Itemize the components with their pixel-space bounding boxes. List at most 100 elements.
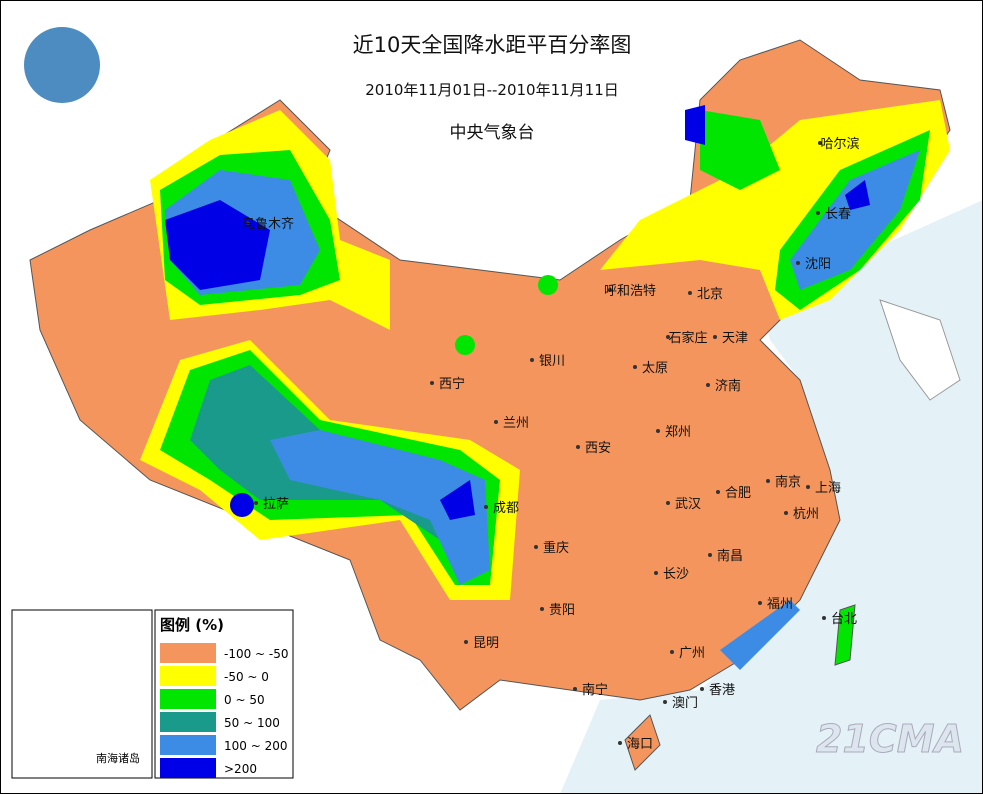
city-dot [816,211,820,215]
region [538,275,558,295]
city-label: 北京 [697,287,723,302]
city-dot [666,501,670,505]
city-dot [608,288,612,292]
city-label: 福州 [767,597,793,612]
date-range: 2010年11月01日--2010年11月11日 [365,81,619,99]
city-dot [464,640,468,644]
city-dot [633,365,637,369]
legend-swatch [160,712,216,732]
city-label: 兰州 [503,416,529,431]
city-label: 哈尔滨 [820,136,859,152]
legend-label: -100 ~ -50 [224,647,289,661]
city-dot [806,485,810,489]
city-label: 澳门 [672,695,698,711]
city-label: 武汉 [675,497,701,512]
city-dot [688,291,692,295]
city-label: 南昌 [717,548,743,564]
city-label: 合肥 [725,486,751,501]
city-dot [494,420,498,424]
region [700,110,780,190]
city-label: 重庆 [543,540,569,556]
city-label: 昆明 [473,636,499,651]
city-label: 南京 [775,474,801,490]
city-dot [530,358,534,362]
city-label: 呼和浩特 [604,284,656,299]
city-label: 南宁 [582,682,608,698]
city-label: 成都 [493,501,519,516]
region [455,335,475,355]
legend-swatch [160,758,216,778]
city-dot [700,687,704,691]
legend-items: -100 ~ -50 -50 ~ 0 0 ~ 50 50 ~ 100 100 ~ 200… [160,643,289,778]
city-dot [573,687,577,691]
title: 近10天全国降水距平百分率图 [353,33,632,57]
sea [560,200,983,794]
city-dot [706,383,710,387]
logo [24,27,100,103]
city-dot [576,445,580,449]
city-label: 太原 [642,361,668,376]
legend-swatch [160,735,216,755]
city-dot [534,545,538,549]
region [230,493,254,517]
city-dot [663,700,667,704]
city-dot [708,553,712,557]
region [685,105,705,145]
region [440,480,475,520]
korea [879,299,961,401]
city-label: 西宁 [439,376,465,392]
city-dot [766,479,770,483]
city-label: 广州 [679,646,705,661]
legend-label: 100 ~ 200 [224,739,288,753]
city-dot [713,335,717,339]
city-dot [654,571,658,575]
city-label: 西安 [585,441,611,456]
taiwan [834,604,856,666]
city-label: 长沙 [663,567,689,582]
city-dot [484,505,488,509]
city-label: 台北 [831,612,857,627]
city-dot [540,607,544,611]
region [270,430,490,585]
hainan [624,714,661,771]
legend-title: 图例 (%) [160,616,224,634]
city-dot [430,381,434,385]
legend-label: 50 ~ 100 [224,716,280,730]
inset-label: 南海诸岛 [96,751,140,765]
city-dot [246,221,250,225]
city-dot [796,261,800,265]
region [845,180,870,210]
city-label: 天津 [722,331,748,346]
region [165,200,270,290]
legend-label: 0 ~ 50 [224,693,265,707]
city-label: 沈阳 [805,257,831,272]
city-dot [670,650,674,654]
legend-swatch [160,666,216,686]
legend-swatch [160,689,216,709]
legend-label: -50 ~ 0 [224,670,269,684]
city-label: 上海 [815,481,841,496]
city-dot [822,616,826,620]
city-label: 香港 [709,683,735,698]
city-dot [666,335,670,339]
region [790,150,920,290]
city-dot [656,429,660,433]
region [720,600,800,670]
city-dot [716,490,720,494]
city-dot [784,511,788,515]
city-label: 石家庄 [668,330,707,346]
city-label: 海口 [627,737,653,752]
city-dot [758,601,762,605]
legend-label: >200 [224,762,257,776]
city-label: 贵阳 [549,603,575,618]
city-label: 济南 [715,378,741,394]
watermark: 21CMA [816,717,964,761]
city-dot [618,741,622,745]
agency: 中央气象台 [450,123,535,143]
city-dot [818,141,822,145]
city-label: 乌鲁木齐 [242,216,294,232]
city-label: 拉萨 [263,497,289,512]
legend-swatch [160,643,216,663]
